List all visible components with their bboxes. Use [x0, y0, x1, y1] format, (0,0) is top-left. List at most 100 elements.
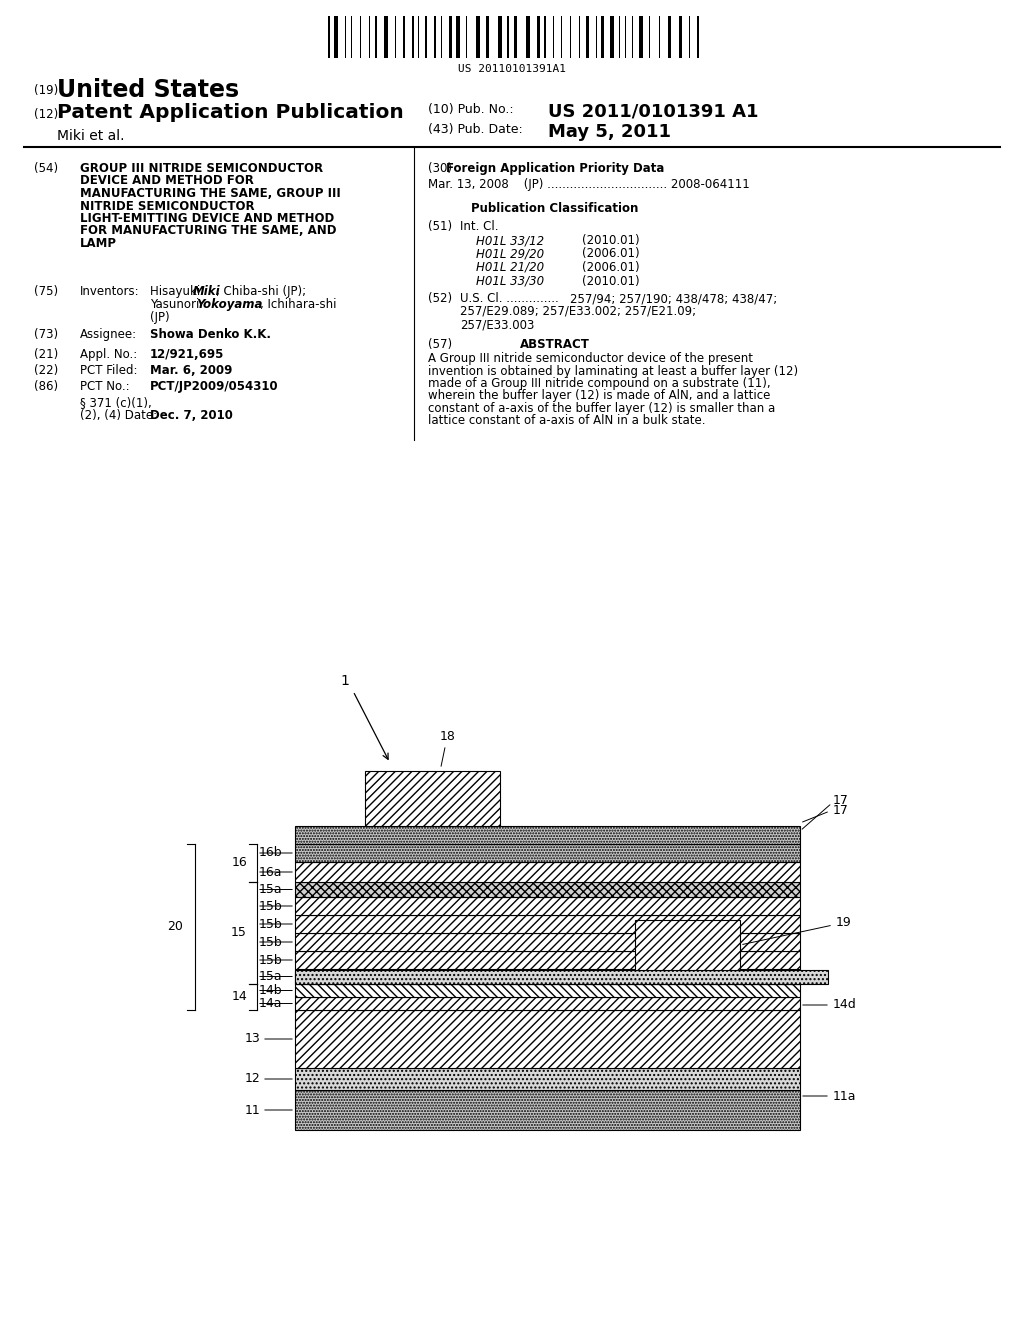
Bar: [295, 970, 828, 983]
Text: 14: 14: [231, 990, 247, 1003]
Text: (2010.01): (2010.01): [582, 275, 640, 288]
Text: 15b: 15b: [259, 899, 283, 912]
Text: (JP): (JP): [150, 312, 170, 323]
Text: 16b: 16b: [259, 846, 283, 859]
Text: (86): (86): [34, 380, 58, 393]
Text: 16: 16: [231, 857, 247, 870]
Text: PCT/JP2009/054310: PCT/JP2009/054310: [150, 380, 279, 393]
Text: 15a: 15a: [259, 970, 283, 983]
Text: 15: 15: [231, 927, 247, 940]
Text: 13: 13: [245, 1032, 260, 1045]
Text: 257/E29.089; 257/E33.002; 257/E21.09;: 257/E29.089; 257/E33.002; 257/E21.09;: [460, 305, 696, 318]
Text: (54): (54): [34, 162, 58, 176]
Text: (12): (12): [34, 108, 58, 121]
Text: 19: 19: [836, 916, 852, 929]
Text: FOR MANUFACTURING THE SAME, AND: FOR MANUFACTURING THE SAME, AND: [80, 224, 337, 238]
Text: LIGHT-EMITTING DEVICE AND METHOD: LIGHT-EMITTING DEVICE AND METHOD: [80, 213, 334, 224]
Bar: [295, 1068, 800, 1090]
Bar: [507, 16, 509, 58]
Bar: [384, 16, 388, 58]
Bar: [295, 898, 800, 915]
Bar: [449, 16, 452, 58]
Text: (2010.01): (2010.01): [582, 234, 640, 247]
Text: made of a Group III nitride compound on a substrate (11),: made of a Group III nitride compound on …: [428, 378, 771, 389]
Text: (75): (75): [34, 285, 58, 298]
Text: (21): (21): [34, 348, 58, 360]
Text: 257/E33.003: 257/E33.003: [460, 318, 535, 331]
Text: 12: 12: [245, 1072, 260, 1085]
Bar: [456, 16, 460, 58]
Text: (22): (22): [34, 364, 58, 378]
Text: Miki: Miki: [193, 285, 220, 298]
Text: Yokoyama: Yokoyama: [196, 298, 262, 312]
Text: PCT No.:: PCT No.:: [80, 380, 130, 393]
Bar: [295, 882, 800, 898]
Text: 1: 1: [341, 675, 349, 688]
Bar: [434, 16, 436, 58]
Text: (10) Pub. No.:: (10) Pub. No.:: [428, 103, 514, 116]
Bar: [601, 16, 604, 58]
Bar: [334, 16, 338, 58]
Text: Publication Classification: Publication Classification: [471, 202, 639, 215]
Text: invention is obtained by laminating at least a buffer layer (12): invention is obtained by laminating at l…: [428, 364, 798, 378]
Text: A Group III nitride semiconductor device of the present: A Group III nitride semiconductor device…: [428, 352, 753, 366]
Text: Assignee:: Assignee:: [80, 327, 137, 341]
Text: 14b: 14b: [259, 983, 283, 997]
Text: constant of a-axis of the buffer layer (12) is smaller than a: constant of a-axis of the buffer layer (…: [428, 403, 775, 414]
Text: 11a: 11a: [833, 1089, 856, 1102]
Bar: [697, 16, 699, 58]
Text: 17: 17: [833, 795, 849, 808]
Bar: [514, 16, 517, 58]
Text: Appl. No.:: Appl. No.:: [80, 348, 137, 360]
Text: NITRIDE SEMICONDUCTOR: NITRIDE SEMICONDUCTOR: [80, 199, 255, 213]
Bar: [295, 950, 800, 969]
Text: 15b: 15b: [259, 953, 283, 966]
Text: Showa Denko K.K.: Showa Denko K.K.: [150, 327, 271, 341]
Bar: [668, 16, 671, 58]
Bar: [403, 16, 406, 58]
Text: H01L 33/12: H01L 33/12: [476, 234, 544, 247]
Text: Patent Application Publication: Patent Application Publication: [57, 103, 403, 121]
Text: May 5, 2011: May 5, 2011: [548, 123, 671, 141]
Text: 257/94; 257/190; 438/478; 438/47;: 257/94; 257/190; 438/478; 438/47;: [570, 292, 777, 305]
Text: wherein the buffer layer (12) is made of AlN, and a lattice: wherein the buffer layer (12) is made of…: [428, 389, 770, 403]
Bar: [328, 16, 330, 58]
Bar: [295, 826, 800, 843]
Text: 15a: 15a: [259, 883, 283, 896]
Text: § 371 (c)(1),: § 371 (c)(1),: [80, 396, 152, 409]
Text: 14a: 14a: [259, 997, 283, 1010]
Text: Miki et al.: Miki et al.: [57, 129, 125, 143]
Text: Hisayuki: Hisayuki: [150, 285, 204, 298]
Text: , Chiba-shi (JP);: , Chiba-shi (JP);: [216, 285, 306, 298]
Bar: [526, 16, 530, 58]
Bar: [295, 1010, 800, 1068]
Bar: [295, 915, 800, 933]
Text: (19): (19): [34, 84, 58, 96]
Text: Mar. 13, 2008    (JP) ................................ 2008-064111: Mar. 13, 2008 (JP) .....................…: [428, 178, 750, 191]
Text: Foreign Application Priority Data: Foreign Application Priority Data: [445, 162, 665, 176]
Bar: [295, 997, 800, 1010]
Bar: [295, 1090, 800, 1130]
Text: 16a: 16a: [259, 866, 283, 879]
Bar: [544, 16, 546, 58]
Bar: [425, 16, 427, 58]
Text: LAMP: LAMP: [80, 238, 117, 249]
Text: H01L 33/30: H01L 33/30: [476, 275, 544, 288]
Bar: [679, 16, 682, 58]
Text: Inventors:: Inventors:: [80, 285, 139, 298]
Text: ABSTRACT: ABSTRACT: [520, 338, 590, 351]
Text: , Ichihara-shi: , Ichihara-shi: [260, 298, 337, 312]
Text: (57): (57): [428, 338, 453, 351]
Text: (51): (51): [428, 220, 453, 234]
Bar: [635, 920, 740, 970]
Bar: [365, 771, 500, 826]
Text: MANUFACTURING THE SAME, GROUP III: MANUFACTURING THE SAME, GROUP III: [80, 187, 341, 201]
Text: 17: 17: [833, 804, 849, 817]
Bar: [586, 16, 589, 58]
Text: Yasunori: Yasunori: [150, 298, 203, 312]
Text: 15b: 15b: [259, 936, 283, 949]
Text: Dec. 7, 2010: Dec. 7, 2010: [150, 409, 232, 422]
Bar: [476, 16, 480, 58]
Text: (2), (4) Date:: (2), (4) Date:: [80, 409, 157, 422]
Text: 12/921,695: 12/921,695: [150, 348, 224, 360]
